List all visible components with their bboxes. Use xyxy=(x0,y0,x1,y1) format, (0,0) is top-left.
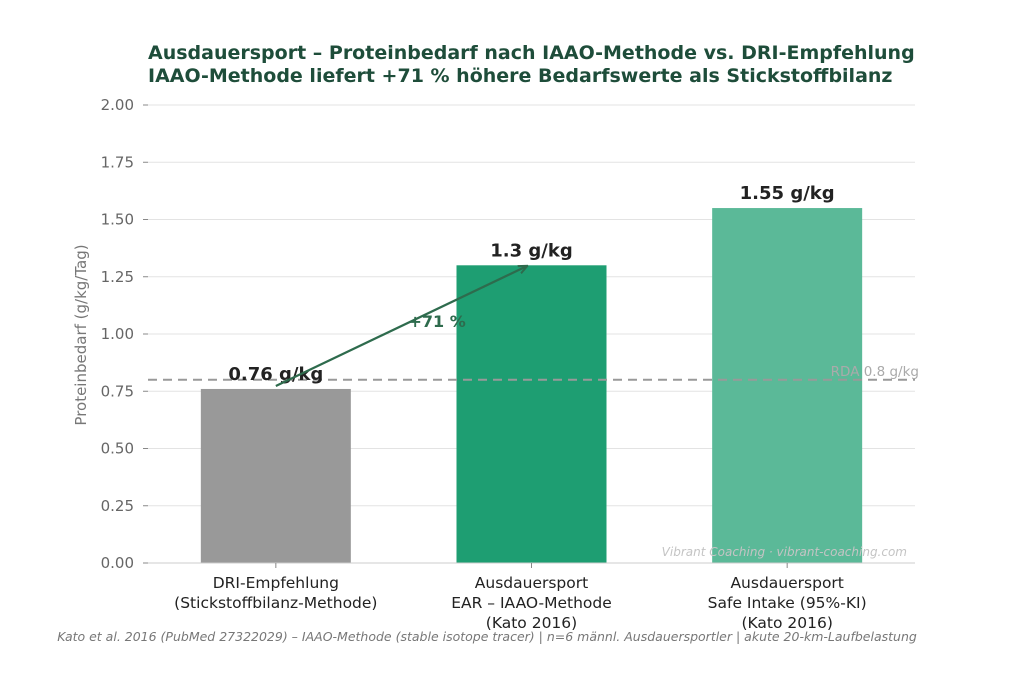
y-tick-label: 2.00 xyxy=(101,96,134,114)
annotation-label: +71 % xyxy=(409,312,466,331)
chart-subtitle: IAAO-Methode liefert +71 % höhere Bedarf… xyxy=(148,65,892,87)
bar xyxy=(712,208,863,564)
x-tick-label: DRI-Empfehlung (Stickstoffbilanz-Methode) xyxy=(174,574,377,612)
annotation-arrow xyxy=(275,266,527,387)
reference-line: RDA 0.8 g/kg xyxy=(148,364,919,381)
x-axis: DRI-Empfehlung (Stickstoffbilanz-Methode)… xyxy=(148,562,915,632)
y-tick-label: 0.00 xyxy=(101,554,134,572)
data-labels: 0.76 g/kg 1.3 g/kg 1.55 g/kg xyxy=(228,183,834,385)
source-note: Kato et al. 2016 (PubMed 27322029) – IAA… xyxy=(57,629,917,644)
y-tick-label: 1.50 xyxy=(101,211,134,229)
chart-title: Ausdauersport – Proteinbedarf nach IAAO-… xyxy=(148,42,915,64)
y-tick-label: 0.75 xyxy=(101,382,134,400)
data-label: 0.76 g/kg xyxy=(228,364,323,385)
bars xyxy=(200,208,863,564)
reference-line-label: RDA 0.8 g/kg xyxy=(831,364,919,380)
y-tick-label: 1.25 xyxy=(101,268,134,286)
data-label: 1.55 g/kg xyxy=(740,183,835,204)
y-axis-label: Proteinbedarf (g/kg/Tag) xyxy=(72,244,90,425)
bar xyxy=(200,388,351,563)
watermark: Vibrant Coaching · vibrant-coaching.com xyxy=(662,545,907,559)
y-tick-label: 0.50 xyxy=(101,440,134,458)
x-tick-label: Ausdauersport EAR – IAAO-Methode (Kato 201… xyxy=(451,574,612,632)
growth-annotation: +71 % xyxy=(275,266,527,387)
y-tick-label: 1.00 xyxy=(101,325,134,343)
y-tick-label: 0.25 xyxy=(101,497,134,515)
y-axis: 0.00 0.25 0.50 0.75 1.00 1.25 1.50 1.75 2.00 xyxy=(101,96,148,572)
y-tick-label: 1.75 xyxy=(101,153,134,171)
x-tick-label: Ausdauersport Safe Intake (95%-KI) (Kato 2… xyxy=(708,574,867,632)
data-label: 1.3 g/kg xyxy=(490,240,572,261)
bar xyxy=(456,265,607,563)
